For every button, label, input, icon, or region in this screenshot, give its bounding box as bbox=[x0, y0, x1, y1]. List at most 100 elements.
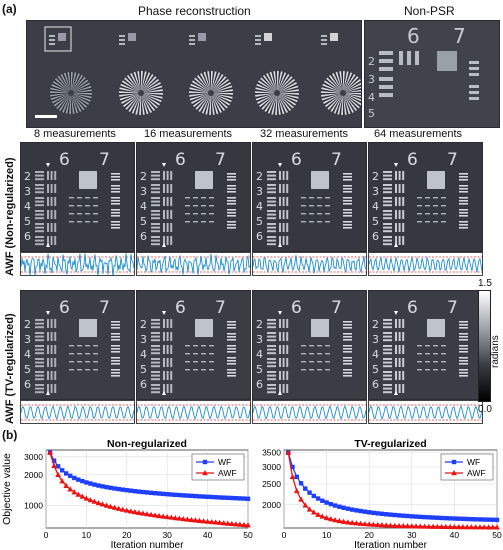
data-point-awf bbox=[95, 499, 102, 506]
nonpsr-number-5: 5 bbox=[368, 107, 375, 120]
data-point-awf bbox=[184, 516, 191, 522]
data-point-awf bbox=[477, 524, 483, 530]
legend bbox=[440, 453, 494, 481]
legend-marker bbox=[202, 459, 208, 465]
data-point-wf bbox=[435, 515, 440, 520]
data-point-wf bbox=[241, 496, 247, 501]
usaf-target-drawing: 6 7 2 3 4 5 6 bbox=[137, 291, 250, 399]
data-point-awf bbox=[148, 511, 154, 517]
x-tick-label: 50 bbox=[492, 530, 502, 540]
target-row-number: 6 bbox=[24, 230, 31, 243]
data-point-awf bbox=[443, 523, 449, 530]
data-point-wf bbox=[59, 468, 65, 473]
y-tick-label: 3000 bbox=[262, 462, 281, 472]
target-row-number: 2 bbox=[24, 170, 31, 183]
reconstruction-tile-r2-c2: 6 7 2 3 4 5 6 bbox=[136, 290, 251, 400]
target-number-7: 7 bbox=[99, 298, 110, 318]
data-point-awf bbox=[144, 511, 150, 517]
data-point-awf bbox=[128, 508, 134, 514]
data-point-wf bbox=[460, 516, 466, 522]
data-point-awf bbox=[156, 512, 162, 519]
data-point-awf bbox=[152, 512, 158, 518]
data-point-wf bbox=[294, 474, 299, 480]
data-point-wf bbox=[315, 496, 321, 501]
data-point-awf bbox=[107, 503, 114, 509]
usaf-target-drawing: 6 7 2 3 4 5 6 bbox=[21, 143, 134, 251]
data-point-awf bbox=[404, 523, 411, 529]
data-point-awf bbox=[409, 523, 415, 529]
data-point-wf bbox=[464, 516, 470, 522]
data-point-awf bbox=[311, 509, 317, 515]
target-row-number: 5 bbox=[372, 363, 379, 376]
usaf-target-drawing: 6 7 2 3 4 5 6 bbox=[137, 143, 250, 251]
data-point-awf bbox=[421, 523, 428, 529]
target-number-7: 7 bbox=[215, 298, 226, 318]
data-point-awf bbox=[489, 524, 496, 530]
target-number-7: 7 bbox=[447, 298, 458, 318]
y-axis-label: Objective value bbox=[1, 453, 13, 525]
data-point-awf bbox=[434, 523, 441, 529]
data-point-awf bbox=[400, 522, 407, 529]
usaf-target-drawing: 6 7 2 3 4 5 6 bbox=[369, 291, 482, 399]
data-point-wf bbox=[76, 477, 81, 482]
data-point-wf bbox=[233, 495, 239, 501]
row-label-tv-regularized: AWF (TV-regularized) bbox=[4, 313, 16, 424]
marker-triangle-top bbox=[278, 311, 282, 315]
data-point-wf bbox=[100, 484, 105, 489]
target-row-number: 4 bbox=[256, 200, 263, 213]
target-number-6: 6 bbox=[407, 150, 418, 170]
legend-label: WF bbox=[467, 457, 480, 467]
data-point-awf bbox=[59, 478, 65, 484]
target-row-number: 5 bbox=[24, 363, 31, 376]
y-tick-label: 1000 bbox=[24, 500, 43, 510]
data-point-wf bbox=[68, 473, 73, 479]
target-row-number: 3 bbox=[24, 185, 31, 198]
data-point-wf bbox=[401, 513, 406, 518]
data-point-wf bbox=[439, 515, 444, 521]
target-row-number: 2 bbox=[140, 318, 147, 331]
line-profile-r1-c3 bbox=[252, 252, 367, 276]
data-point-awf bbox=[136, 509, 142, 515]
data-point-awf bbox=[481, 524, 488, 530]
marker-triangle-bottom bbox=[162, 243, 166, 247]
data-point-awf bbox=[55, 471, 61, 477]
data-point-awf bbox=[383, 522, 390, 528]
target-number-6: 6 bbox=[407, 298, 418, 318]
data-point-wf bbox=[136, 489, 142, 494]
x-axis-label: Iteration number bbox=[354, 540, 427, 550]
legend-label: WF bbox=[218, 457, 231, 467]
data-point-wf bbox=[341, 505, 346, 510]
data-point-awf bbox=[233, 521, 239, 527]
row2-label-text: AWF (TV-regularized) bbox=[4, 313, 16, 424]
data-point-wf bbox=[430, 515, 436, 520]
data-point-wf bbox=[362, 509, 368, 514]
data-point-wf bbox=[379, 511, 385, 517]
data-point-wf bbox=[324, 500, 329, 505]
target-row-number: 6 bbox=[372, 230, 379, 243]
data-point-wf bbox=[307, 490, 312, 495]
data-point-wf bbox=[120, 487, 125, 492]
data-point-wf bbox=[490, 517, 495, 522]
x-tick-label: 50 bbox=[243, 530, 253, 540]
marker-triangle-top bbox=[46, 163, 50, 167]
colorbar-label-text: radians bbox=[490, 335, 501, 368]
target-row-number: 6 bbox=[24, 378, 31, 391]
data-point-awf bbox=[323, 514, 330, 521]
data-point-awf bbox=[362, 520, 368, 527]
data-point-awf bbox=[298, 496, 304, 502]
line-profile-r2-c4 bbox=[368, 400, 483, 424]
usaf-target-drawing: 6 7 2 3 4 5 6 bbox=[369, 143, 482, 251]
target-number-7: 7 bbox=[215, 150, 226, 170]
data-point-wf bbox=[160, 491, 166, 497]
marker-triangle-bottom bbox=[394, 243, 398, 247]
data-point-wf bbox=[229, 495, 235, 501]
data-point-awf bbox=[485, 524, 492, 530]
marker-triangle-top bbox=[162, 163, 166, 167]
data-point-awf bbox=[63, 482, 69, 488]
line-profile-r2-c1 bbox=[20, 400, 135, 424]
data-point-awf bbox=[245, 522, 251, 528]
header-phase-reconstruction: Phase reconstruction bbox=[138, 4, 251, 18]
data-point-awf bbox=[302, 502, 309, 508]
data-point-awf bbox=[160, 513, 166, 519]
data-point-awf bbox=[192, 517, 199, 523]
